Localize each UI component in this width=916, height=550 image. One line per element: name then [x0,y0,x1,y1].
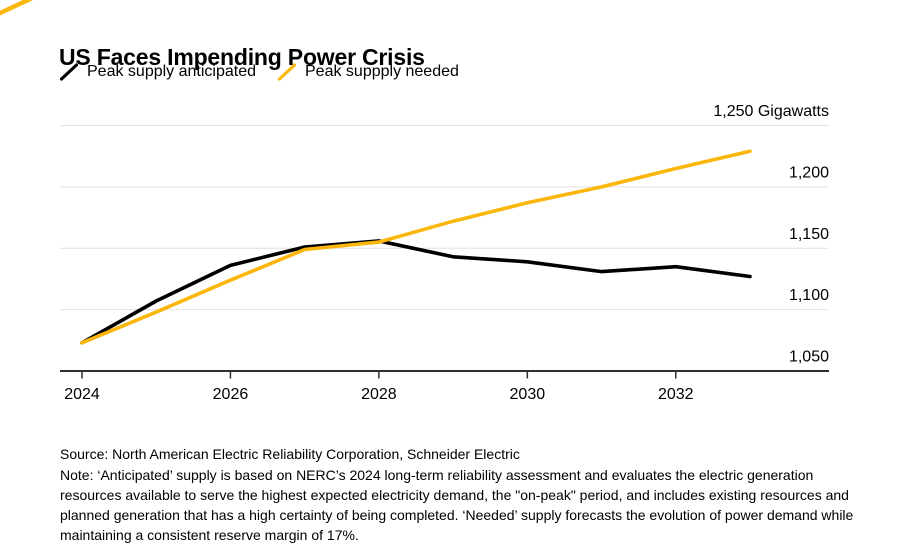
x-axis-label: 2032 [658,386,694,403]
y-axis-label: 1,250 Gigawatts [713,103,829,120]
y-axis-label: 1,200 [789,164,829,181]
corner-slash-line [0,0,34,16]
x-axis-label: 2028 [361,386,397,403]
legend-item-needed: Peak suppply needed [277,62,459,82]
note-text: Note: ‘Anticipated’ supply is based on N… [60,467,854,543]
anticipated-slash-icon [59,63,79,81]
x-axis-label: 2024 [64,386,100,403]
chart-canvas: 1,050 1,100 1,150 1,200 1,250 Gigawatts 2024 2… [60,103,829,403]
anticipated-slash-line [59,63,79,81]
needed-slash-line [277,63,297,81]
source-text: Source: North American Electric Reliabil… [60,446,520,462]
series-line-peak-supply-anticipated [80,239,752,345]
legend-item-anticipated: Peak supply anticipated [59,62,256,82]
corner-slash-decoration [0,0,34,16]
legend-label-anticipated: Peak supply anticipated [87,63,256,80]
series-line-peak-suppply-needed [80,149,752,345]
x-axis-label: 2030 [510,386,546,403]
legend-label-needed: Peak suppply needed [305,63,459,80]
y-axis-label: 1,050 [789,349,829,366]
y-axis-label: 1,100 [789,287,829,304]
page-title: US Faces Impending Power Crisis [59,44,425,71]
chart-legend: Peak supply anticipated Peak suppply nee… [59,62,459,82]
x-axis-label: 2026 [213,386,249,403]
needed-slash-icon [277,63,297,81]
y-axis-label: 1,150 [789,226,829,243]
